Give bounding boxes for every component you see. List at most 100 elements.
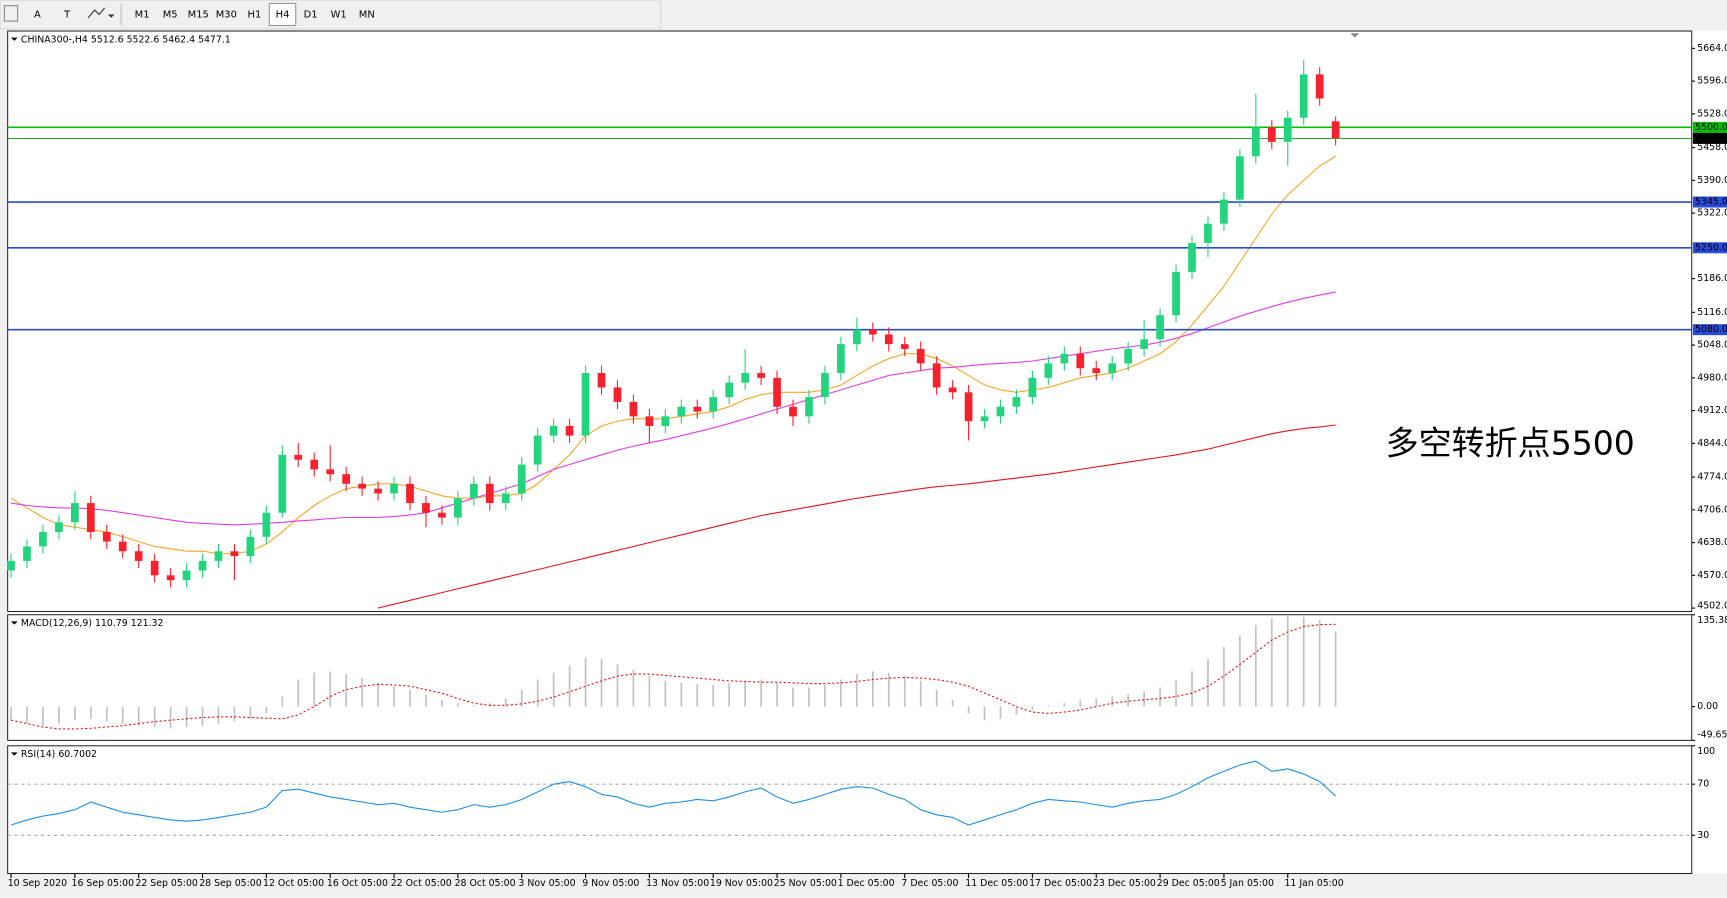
- current-price-label: 5477.1: [1695, 133, 1727, 144]
- candle-body: [741, 373, 749, 383]
- x-tick-label: 16 Oct 05:00: [327, 878, 388, 889]
- y-tick-label: 5596.0: [1697, 76, 1727, 87]
- timeframe-button[interactable]: H1: [248, 9, 262, 20]
- timeframe-button[interactable]: M15: [188, 9, 209, 20]
- candle-body: [597, 373, 606, 388]
- candle-body: [278, 454, 287, 513]
- candle-body: [853, 329, 861, 345]
- x-tick-label: 28 Sep 05:00: [199, 878, 262, 889]
- candle-body: [900, 344, 909, 349]
- candle-body: [1140, 339, 1148, 349]
- moving-average: [377, 424, 1336, 609]
- panel-menu-marker: [11, 752, 18, 756]
- toolbar: [0, 0, 662, 30]
- y-tick-label: 4912.0: [1697, 405, 1727, 416]
- candle-body: [1012, 397, 1021, 407]
- dropdown-icon[interactable]: [107, 14, 115, 18]
- level-label: 5345.0: [1695, 197, 1727, 208]
- candle-body: [1251, 127, 1260, 157]
- level-label-bg: [1692, 121, 1727, 133]
- rsi-line: [10, 760, 1337, 826]
- y-tick-label: 5048.0: [1697, 340, 1727, 351]
- candle-body: [932, 363, 941, 388]
- candle-body: [230, 551, 239, 557]
- timeframe-button[interactable]: D1: [304, 9, 318, 20]
- timeframe-button[interactable]: M30: [216, 9, 237, 20]
- candle-body: [406, 483, 414, 504]
- tool-button[interactable]: T: [63, 9, 71, 20]
- candle-body: [1283, 117, 1292, 142]
- candle-body: [821, 373, 829, 398]
- candle-body: [134, 551, 143, 561]
- level-label-bg: [1692, 196, 1727, 208]
- candle-body: [438, 512, 446, 518]
- y-tick-label: 5528.0: [1697, 108, 1727, 119]
- y-tick-label: 5322.0: [1697, 208, 1727, 219]
- candle-body: [948, 387, 957, 393]
- timeframe-button[interactable]: MN: [359, 9, 375, 20]
- x-tick-label: 5 Jan 05:00: [1221, 878, 1274, 889]
- candle-body: [390, 483, 398, 494]
- candle-body: [1236, 156, 1244, 200]
- y-tick-label: 0.00: [1697, 701, 1718, 712]
- timeframe-buttons: A T M1 M5 M15 M30 H1 H4 D1 W1 MN: [34, 2, 375, 27]
- candle-body: [166, 575, 175, 581]
- x-tick-label: 28 Oct 05:00: [455, 878, 516, 889]
- y-tick-label: 70: [1697, 779, 1709, 790]
- panel-title: MACD(12,26,9) 110.79 121.32: [21, 618, 164, 629]
- candle-body: [310, 459, 319, 470]
- crosshair-icon[interactable]: [3, 5, 19, 22]
- candle-body: [645, 416, 654, 427]
- candle-body: [55, 522, 63, 532]
- x-tick-label: 7 Dec 05:00: [901, 878, 958, 889]
- candle-body: [39, 531, 47, 547]
- timeframe-button[interactable]: M5: [163, 9, 178, 20]
- candle-body: [1267, 127, 1276, 142]
- x-tick-label: 12 Oct 05:00: [263, 878, 324, 889]
- candle-body: [661, 416, 670, 427]
- candle-body: [533, 435, 542, 465]
- x-tick-label: 13 Nov 05:00: [646, 878, 709, 889]
- candle-body: [102, 531, 111, 542]
- x-tick-label: 25 Nov 05:00: [774, 878, 837, 889]
- x-tick-label: 10 Sep 2020: [8, 878, 67, 889]
- candle-body: [549, 426, 558, 436]
- tool-button[interactable]: A: [34, 9, 41, 20]
- candle-body: [757, 373, 765, 378]
- y-tick-label: 100: [1697, 746, 1715, 757]
- candle-body: [1092, 368, 1101, 374]
- candle-body: [485, 483, 494, 504]
- candle-body: [214, 551, 223, 561]
- y-tick-label: 5116.0: [1697, 307, 1727, 318]
- candle-body: [996, 406, 1005, 417]
- shift-marker: [1350, 33, 1360, 38]
- candle-body: [884, 334, 893, 345]
- y-tick-label: 4706.0: [1697, 504, 1727, 515]
- x-tick-label: 11 Dec 05:00: [965, 878, 1028, 889]
- annotation: 多空转折点5500: [1386, 424, 1635, 463]
- candle-body: [677, 406, 686, 417]
- level-label: 5080.0: [1695, 324, 1727, 335]
- y-tick-label: 5390.0: [1697, 175, 1727, 186]
- y-tick-label: 4844.0: [1697, 438, 1727, 449]
- candle-body: [1315, 74, 1324, 99]
- candle-body: [613, 387, 622, 402]
- timeframe-button[interactable]: H4: [276, 9, 290, 20]
- candle-body: [1108, 363, 1117, 374]
- timeframe-button[interactable]: W1: [331, 9, 347, 20]
- y-tick-label: 5186.0: [1697, 273, 1727, 284]
- y-tick-label: 4980.0: [1697, 372, 1727, 383]
- x-tick-label: 16 Sep 05:00: [72, 878, 135, 889]
- timeframe-button[interactable]: M1: [135, 9, 150, 20]
- candle-body: [725, 382, 734, 398]
- candle-body: [693, 406, 702, 412]
- panel-frame: [7, 745, 1693, 875]
- candle-body: [7, 560, 15, 571]
- candle-body: [517, 464, 526, 494]
- candle-body: [294, 454, 303, 460]
- objects-icon[interactable]: [87, 7, 106, 19]
- x-tick-label: 11 Jan 05:00: [1284, 878, 1343, 889]
- level-label-bg: [1692, 242, 1727, 254]
- x-tick-label: 22 Sep 05:00: [135, 878, 198, 889]
